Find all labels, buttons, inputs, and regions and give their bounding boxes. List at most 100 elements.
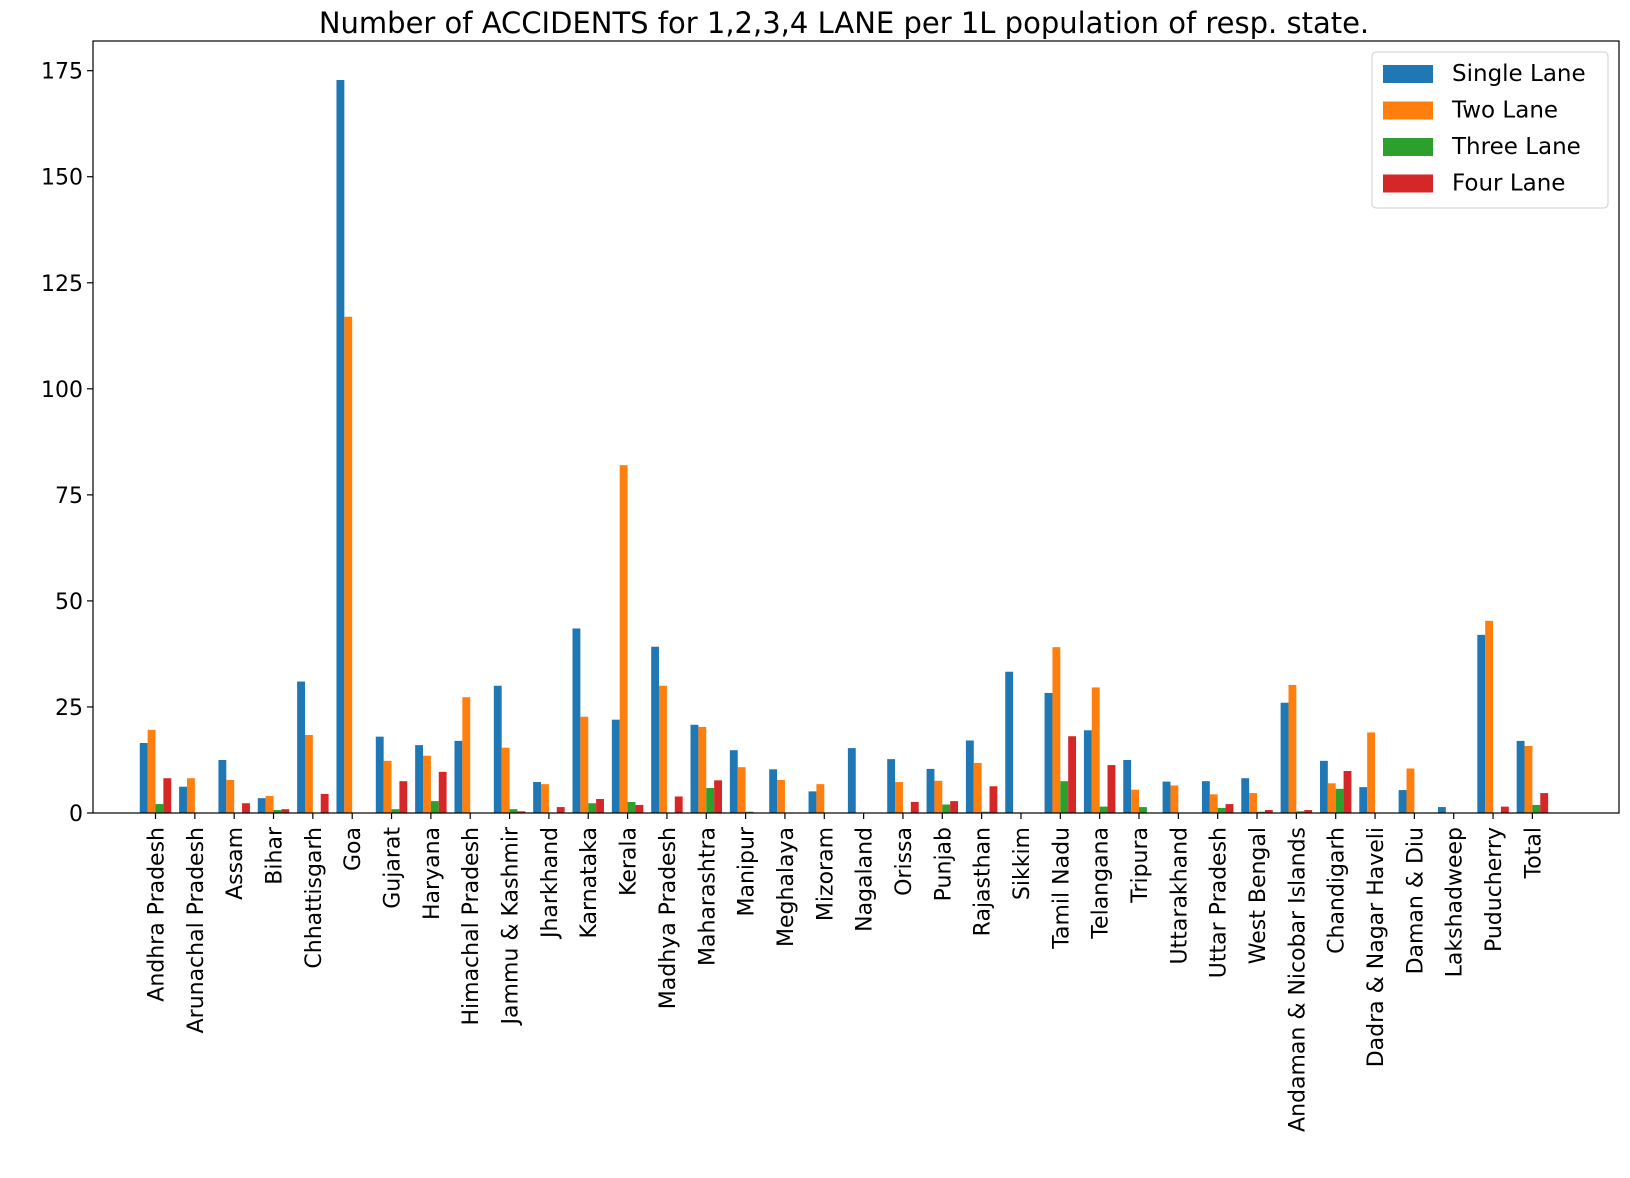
bar-two-lane-13 <box>659 685 667 813</box>
bar-single-lane-8 <box>454 740 463 813</box>
bar-single-lane-24 <box>1083 730 1092 813</box>
bar-two-lane-21 <box>973 762 982 813</box>
chart-title: Number of ACCIDENTS for 1,2,3,4 LANE per… <box>319 6 1369 40</box>
bar-single-lane-6 <box>375 736 384 813</box>
bar-two-lane-16 <box>777 779 785 813</box>
x-tick-label: Jammu & Kashmir <box>499 826 524 1026</box>
bar-four-lane-21 <box>989 786 998 813</box>
bar-single-lane-14 <box>690 724 699 813</box>
y-tick-label: 175 <box>41 60 83 85</box>
bar-four-lane-0 <box>163 778 172 813</box>
x-tick-label: Himachal Pradesh <box>459 827 484 1026</box>
y-tick-label: 25 <box>55 696 83 721</box>
bar-four-lane-7 <box>438 771 447 813</box>
x-tick-label: Maharashtra <box>695 827 720 966</box>
x-tick-label: Uttarakhand <box>1167 827 1192 964</box>
bar-single-lane-29 <box>1280 702 1289 813</box>
bar-four-lane-23 <box>1068 736 1077 813</box>
legend-label: Two Lane <box>1451 98 1558 124</box>
bar-three-lane-27 <box>1217 807 1226 813</box>
y-axis: 0 25 50 75 100 125 150 175 <box>41 60 93 827</box>
bar-four-lane-9 <box>517 811 526 813</box>
x-tick-label: Chandigarh <box>1325 827 1350 954</box>
legend-swatch <box>1383 101 1433 120</box>
bar-three-lane-30 <box>1335 788 1344 813</box>
legend: Single Lane Two Lane Three Lane Four Lane <box>1371 51 1609 209</box>
bar-four-lane-6 <box>399 781 408 813</box>
bar-two-lane-27 <box>1209 794 1218 813</box>
legend-label: Four Lane <box>1452 171 1565 197</box>
bar-single-lane-15 <box>729 750 738 813</box>
x-tick-label: Karnataka <box>577 827 602 939</box>
x-tick-label: Tripura <box>1128 827 1153 904</box>
x-tick-label: Puducherry <box>1482 827 1507 952</box>
bar-single-lane-31 <box>1359 787 1368 813</box>
bar-four-lane-10 <box>556 807 565 813</box>
bar-two-lane-14 <box>698 726 707 813</box>
bar-four-lane-27 <box>1225 804 1234 813</box>
bar-two-lane-24 <box>1091 687 1100 813</box>
bar-two-lane-17 <box>816 784 825 813</box>
bar-single-lane-20 <box>926 768 935 813</box>
bar-single-lane-9 <box>493 685 502 813</box>
x-tick-label: Dadra & Nagar Haveli <box>1364 827 1389 1067</box>
bar-three-lane-11 <box>588 803 597 813</box>
x-tick-label: Total <box>1521 827 1546 879</box>
x-tick-label: Bihar <box>263 826 288 885</box>
x-tick-label: Daman & Diu <box>1403 827 1428 974</box>
bar-single-lane-28 <box>1241 778 1250 813</box>
bar-four-lane-14 <box>714 780 722 813</box>
bar-four-lane-2 <box>242 803 250 813</box>
x-tick-label: Telangana <box>1089 827 1114 940</box>
x-tick-label: West Bengal <box>1246 827 1271 964</box>
bar-three-lane-21 <box>981 811 990 813</box>
bar-four-lane-24 <box>1107 765 1116 813</box>
x-tick-label: Madhya Pradesh <box>656 827 681 1009</box>
y-tick-label: 100 <box>41 378 83 403</box>
x-tick-label: Rajasthan <box>971 827 996 936</box>
x-tick-label: Orissa <box>892 827 917 896</box>
bar-single-lane-21 <box>965 740 974 813</box>
bars-group <box>139 80 1549 813</box>
bar-single-lane-12 <box>611 719 620 813</box>
bar-single-lane-26 <box>1162 781 1171 813</box>
bar-single-lane-18 <box>847 748 856 813</box>
x-tick-label: Punjab <box>931 827 956 901</box>
x-tick-label: Gujarat <box>381 827 406 909</box>
bar-three-lane-24 <box>1099 806 1108 813</box>
bar-four-lane-3 <box>281 809 290 813</box>
bar-two-lane-32 <box>1406 768 1415 813</box>
bar-two-lane-25 <box>1131 789 1139 813</box>
bar-two-lane-4 <box>304 734 313 813</box>
bar-three-lane-25 <box>1139 807 1147 813</box>
bar-two-lane-9 <box>501 747 510 813</box>
bar-four-lane-11 <box>596 799 604 813</box>
bar-single-lane-35 <box>1516 740 1525 813</box>
bar-two-lane-2 <box>226 779 235 813</box>
bar-single-lane-25 <box>1123 759 1132 813</box>
x-tick-label: Haryana <box>420 827 445 920</box>
bar-single-lane-33 <box>1437 807 1446 813</box>
bar-two-lane-23 <box>1052 647 1061 813</box>
x-tick-label: Jharkhand <box>538 827 563 940</box>
bar-two-lane-7 <box>423 755 431 813</box>
bar-four-lane-12 <box>635 804 644 813</box>
bar-two-lane-34 <box>1485 620 1494 813</box>
x-tick-label: Andhra Pradesh <box>145 827 170 1002</box>
bar-four-lane-30 <box>1343 771 1352 813</box>
legend-swatch <box>1383 174 1433 193</box>
x-tick-label: Tamil Nadu <box>1049 827 1074 950</box>
bar-two-lane-26 <box>1170 785 1179 813</box>
bar-four-lane-34 <box>1500 806 1509 813</box>
x-tick-label: Uttar Pradesh <box>1207 827 1232 978</box>
bar-three-lane-29 <box>1296 811 1305 813</box>
x-tick-label: Nagaland <box>853 827 878 932</box>
bar-two-lane-10 <box>541 784 549 813</box>
bar-three-lane-3 <box>273 810 282 813</box>
bar-two-lane-35 <box>1524 745 1533 813</box>
bar-single-lane-7 <box>415 745 424 813</box>
bar-single-lane-19 <box>887 759 896 813</box>
bar-single-lane-11 <box>572 628 581 813</box>
bar-three-lane-20 <box>942 804 951 813</box>
